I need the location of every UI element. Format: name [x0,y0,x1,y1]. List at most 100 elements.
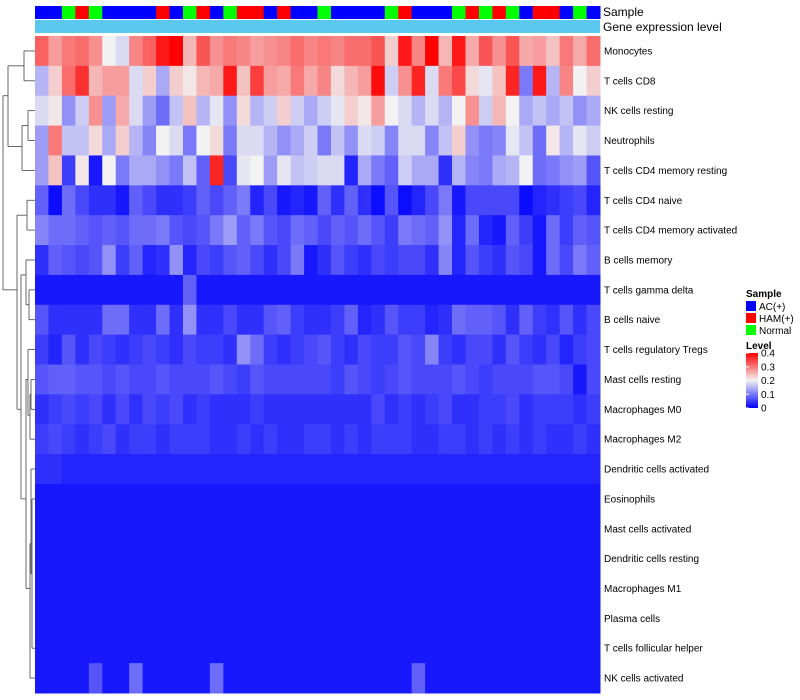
heatmap-cell [35,274,49,306]
heatmap-cell [182,394,197,425]
heatmap-cell [492,573,507,604]
heatmap-cell [478,65,493,97]
heatmap-cell [330,663,345,694]
heatmap-cell [438,245,453,276]
row-label: Eosinophils [604,494,655,505]
heatmap-cell [35,95,49,127]
heatmap-cell [88,215,103,246]
heatmap-cell [398,543,413,575]
heatmap-cell [465,663,480,694]
heatmap-cell [290,513,305,545]
heatmap-cell [452,274,466,306]
heatmap-cell [317,215,332,246]
heatmap-cell [115,274,130,306]
heatmap-cell [519,215,534,246]
heatmap-cell [505,65,520,97]
heatmap-cell [142,65,157,97]
heatmap-cell [88,454,103,485]
heatmap-cell [290,483,305,515]
heatmap-cell [452,603,466,634]
heatmap-cell [492,125,507,156]
heatmap-cell [304,513,318,545]
heatmap-cell [411,65,426,97]
heatmap-cell [129,125,144,156]
heatmap-cell [236,95,251,127]
heatmap-cell [250,573,265,604]
heatmap-cell [411,364,426,395]
heatmap-cell [452,245,466,276]
heatmap-cell [519,95,534,127]
heatmap-cell [236,424,251,455]
heatmap-cell [478,36,493,67]
heatmap-cell [357,36,372,67]
heatmap-cell [102,633,117,664]
heatmap-cell [209,454,224,485]
legend-level-tick-label: 0 [761,404,767,415]
heatmap-cell [290,334,305,365]
heatmap-cell [573,483,588,515]
heatmap-cell [115,513,130,545]
heatmap-cell [478,633,493,664]
heatmap-cell [519,274,534,306]
heatmap-cell [48,65,63,97]
heatmap-cell [357,454,372,485]
heatmap-cell [546,454,561,485]
heatmap-cell [182,454,197,485]
heatmap-cell [478,334,493,365]
heatmap-cell [586,573,601,604]
heatmap-cell [115,65,130,97]
heatmap-cell [35,394,49,425]
heatmap-cell [438,36,453,67]
heatmap-cell [505,633,520,664]
heatmap-cell [357,155,372,186]
heatmap-cell [330,454,345,485]
heatmap-cell [263,454,278,485]
heatmap-cell [411,603,426,634]
heatmap-cell [75,633,90,664]
heatmap-cell [196,663,211,694]
heatmap-cell [182,543,197,575]
heatmap-cell [196,394,211,425]
heatmap-cell [452,155,466,186]
heatmap-cell [465,543,480,575]
heatmap-cell [438,155,453,186]
heatmap-cell [129,334,144,365]
heatmap-cell [371,95,386,127]
heatmap-cell [411,483,426,515]
heatmap-cell [546,483,561,515]
row-label: Macrophages M0 [604,405,682,416]
sample-annotation-cell [478,6,493,19]
heatmap-cell [88,304,103,336]
heatmap-cell [452,573,466,604]
heatmap-cell [277,155,292,186]
heatmap-cell [573,364,588,395]
sample-annotation-cell [196,6,211,19]
sample-annotation-cell [398,6,413,19]
heatmap-cell [223,394,238,425]
heatmap-cell [492,633,507,664]
heatmap-cell [438,633,453,664]
heatmap-cell [465,633,480,664]
heatmap-cell [532,274,547,306]
heatmap-cell [519,394,534,425]
heatmap-cell [505,125,520,156]
heatmap-cell [182,334,197,365]
heatmap-cell [371,513,386,545]
row-label: T cells CD4 memory resting [604,166,727,177]
heatmap-cell [357,215,372,246]
heatmap-cell [546,394,561,425]
heatmap-cell [532,334,547,365]
row-label: T cells follicular helper [604,644,703,655]
heatmap-cell [250,274,265,306]
heatmap-cell [182,245,197,276]
heatmap-cell [411,155,426,186]
heatmap-cell [142,603,157,634]
heatmap-cell [304,603,318,634]
heatmap-cell [290,424,305,455]
heatmap-cell [505,454,520,485]
heatmap-cell [317,36,332,67]
heatmap-cell [519,663,534,694]
heatmap-cell [115,454,130,485]
heatmap-cell [519,364,534,395]
heatmap-cell [478,663,493,694]
